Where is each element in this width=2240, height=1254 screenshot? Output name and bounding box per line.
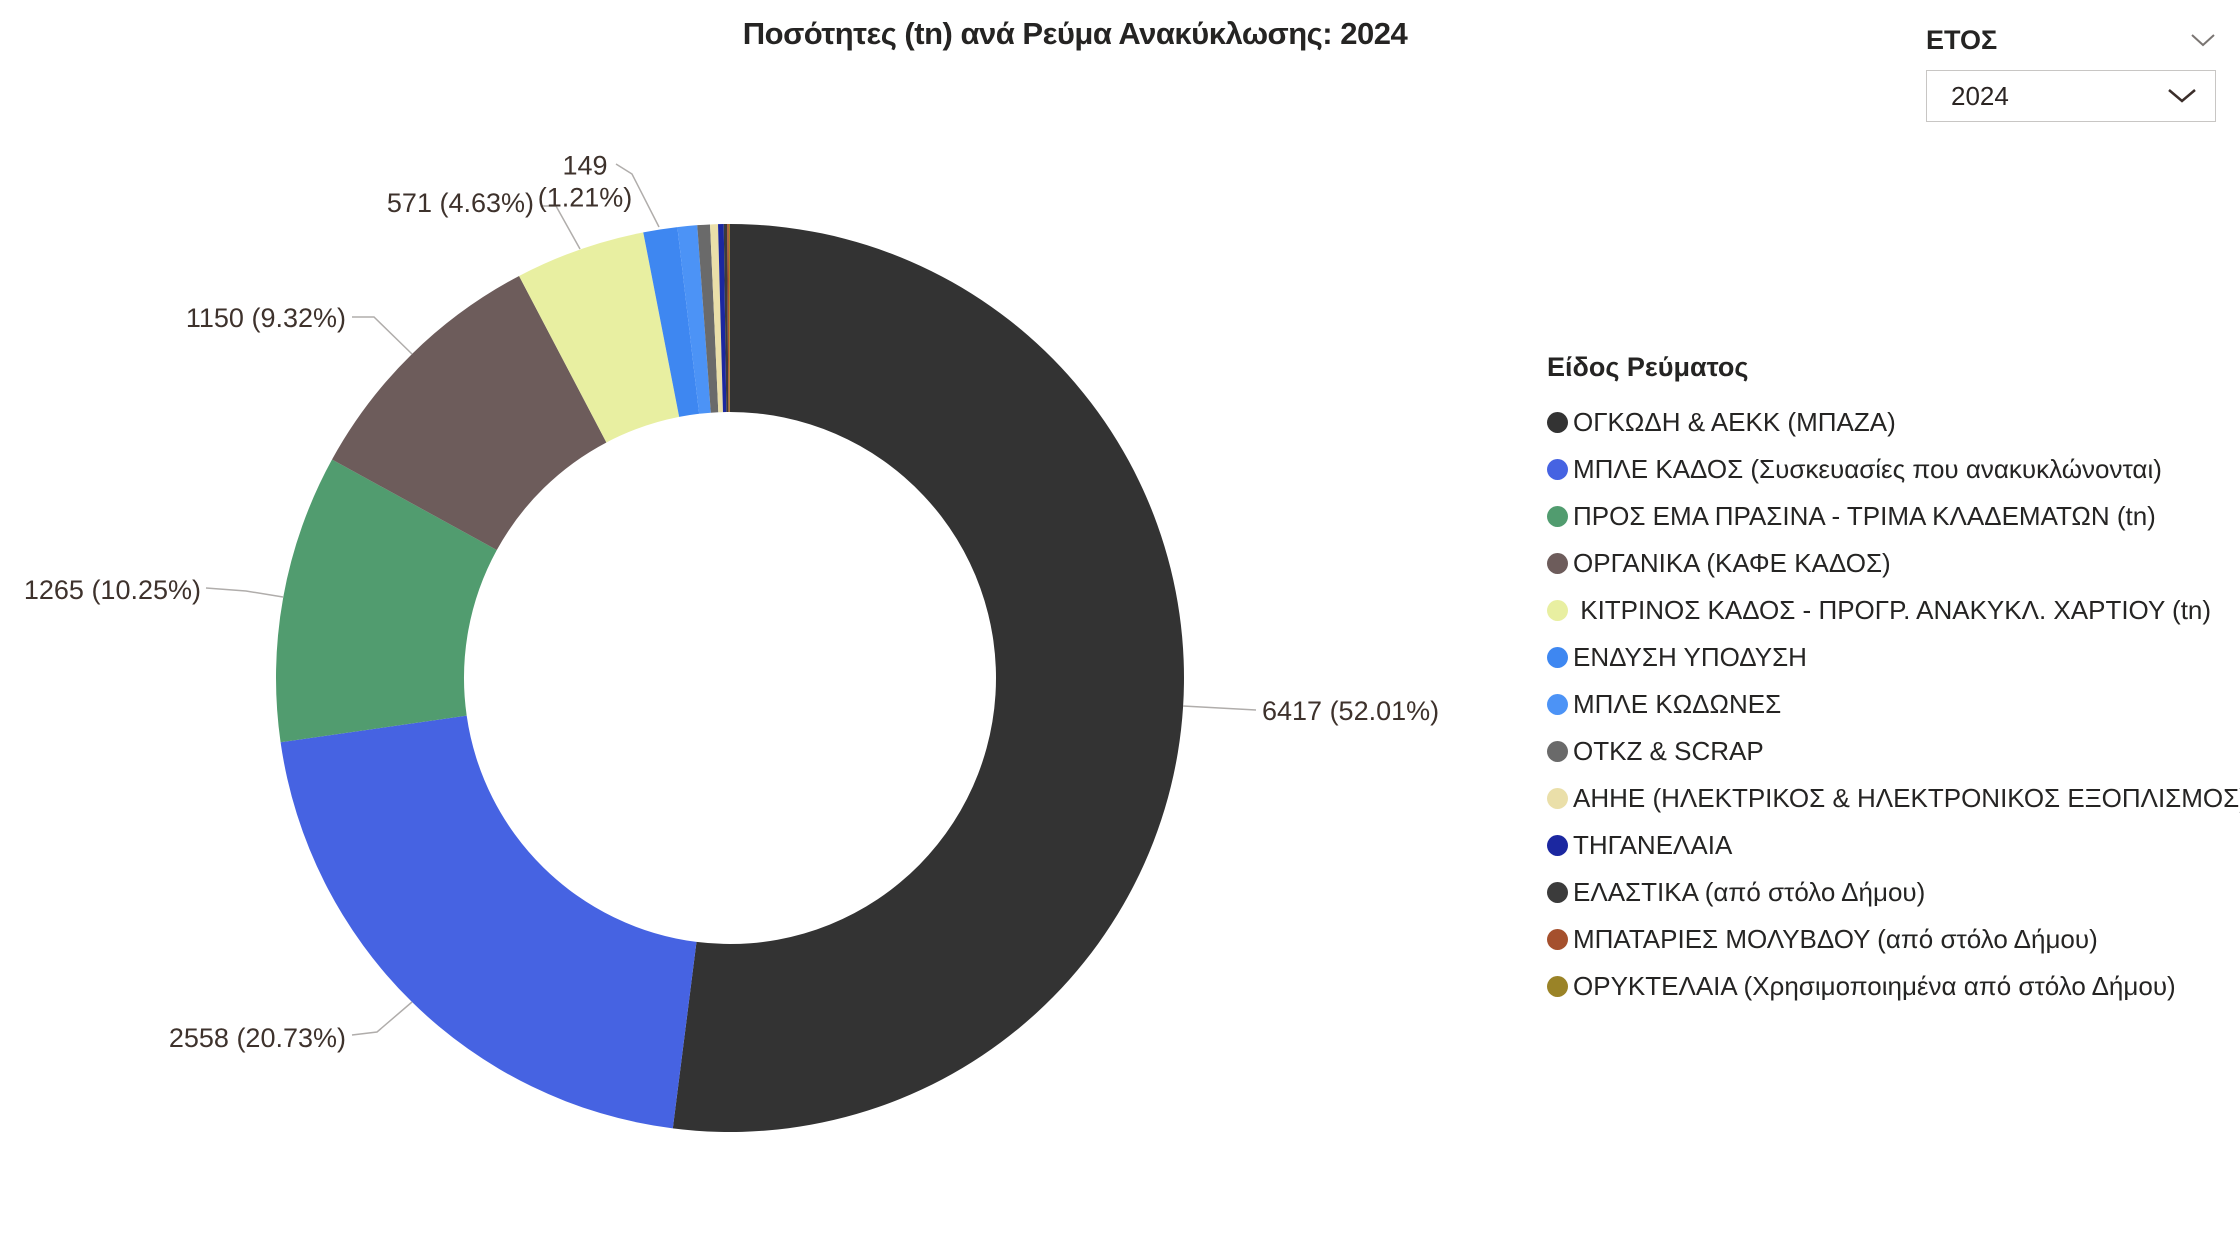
legend-item-3[interactable]: ΟΡΓΑΝΙΚΑ (ΚΑΦΕ ΚΑΔΟΣ) <box>1547 540 2240 587</box>
leader-line <box>541 205 581 250</box>
slicer-title: ΕΤΟΣ <box>1926 24 1998 55</box>
donut-slice-1[interactable] <box>280 715 697 1129</box>
legend-item-label: ΟΤΚΖ & SCRAP <box>1573 736 1764 766</box>
data-label-1: 2558 (20.73%) <box>168 1022 346 1053</box>
slicer-header-chevron-down-icon[interactable] <box>2190 33 2216 47</box>
leader-line <box>615 163 660 228</box>
legend-item-label: ΚΙΤΡΙΝΟΣ ΚΑΔΟΣ - ΠΡΟΓΡ. ΑΝΑΚΥΚΛ. ΧΑΡΤΙΟΥ… <box>1573 595 2212 625</box>
donut-slice-11[interactable] <box>727 224 730 413</box>
data-label-5: 149 (1.21%) <box>537 150 633 213</box>
legend-item-5[interactable]: ΕΝΔΥΣΗ ΥΠΟΔΥΣΗ <box>1547 634 2240 681</box>
legend-item-10[interactable]: ΕΛΑΣΤΙΚΑ (από στόλο Δήμου) <box>1547 869 2240 916</box>
donut-slices <box>276 224 1184 1132</box>
slicer-header: ΕΤΟΣ <box>1926 20 2216 60</box>
dropdown-chevron-down-icon <box>2168 89 2196 103</box>
data-label-2: 1265 (10.25%) <box>23 574 201 605</box>
legend-item-8[interactable]: ΑΗΗΕ (ΗΛΕΚΤΡΙΚΟΣ & ΗΛΕΚΤΡΟΝΙΚΟΣ ΕΞΟΠΛΙΣΜ… <box>1547 775 2240 822</box>
legend-item-label: ΜΠΑΤΑΡΙΕΣ ΜΟΛΥΒΔΟΥ (από στόλο Δήμου) <box>1573 924 2098 954</box>
legend-swatch-icon <box>1547 553 1568 574</box>
legend-item-label: ΜΠΛΕ ΚΑΔΟΣ (Συσκευασίες που ανακυκλώνοντ… <box>1573 454 2162 484</box>
legend-list: ΟΓΚΩΔΗ & ΑΕΚΚ (ΜΠΑΖΑ) ΜΠΛΕ ΚΑΔΟΣ (Συσκευα… <box>1547 399 2240 1010</box>
legend-swatch-icon <box>1547 506 1568 527</box>
legend-swatch-icon <box>1547 741 1568 762</box>
legend-swatch-icon <box>1547 788 1568 809</box>
legend-item-4[interactable]: ΚΙΤΡΙΝΟΣ ΚΑΔΟΣ - ΠΡΟΓΡ. ΑΝΑΚΥΚΛ. ΧΑΡΤΙΟΥ… <box>1547 587 2240 634</box>
legend-item-2[interactable]: ΠΡΟΣ ΕΜΑ ΠΡΑΣΙΝΑ - ΤΡΙΜΑ ΚΛΑΔΕΜΑΤΩΝ (tn) <box>1547 493 2240 540</box>
label-leader-lines <box>205 163 1257 1036</box>
donut-slice-10[interactable] <box>723 224 729 413</box>
legend-item-9[interactable]: ΤΗΓΑΝΕΛΑΙΑ <box>1547 822 2240 869</box>
donut-slice-8[interactable] <box>710 224 723 413</box>
leader-line <box>1182 705 1257 711</box>
legend-item-label: ΟΡΓΑΝΙΚΑ (ΚΑΦΕ ΚΑΔΟΣ) <box>1573 548 1891 578</box>
donut-slice-7[interactable] <box>697 224 719 413</box>
legend-item-1[interactable]: ΜΠΛΕ ΚΑΔΟΣ (Συσκευασίες που ανακυκλώνοντ… <box>1547 446 2240 493</box>
year-dropdown-value: 2024 <box>1951 80 2009 111</box>
legend-swatch-icon <box>1547 929 1568 950</box>
leader-line <box>351 1001 413 1036</box>
legend-item-label: ΠΡΟΣ ΕΜΑ ΠΡΑΣΙΝΑ - ΤΡΙΜΑ ΚΛΑΔΕΜΑΤΩΝ (tn) <box>1573 501 2156 531</box>
donut-slice-3[interactable] <box>332 275 607 550</box>
legend-item-label: ΕΝΔΥΣΗ ΥΠΟΔΥΣΗ <box>1573 642 1807 672</box>
legend-swatch-icon <box>1547 882 1568 903</box>
leader-line <box>352 316 413 355</box>
donut-slice-12[interactable] <box>728 224 730 413</box>
legend-title: Είδος Ρεύματος <box>1547 352 1749 382</box>
data-label-3: 1150 (9.32%) <box>185 302 346 333</box>
legend-swatch-icon <box>1547 976 1568 997</box>
legend-swatch-icon <box>1547 835 1568 856</box>
legend-item-12[interactable]: ΟΡΥΚΤΕΛΑΙΑ (Χρησιμοποιημένα από στόλο Δή… <box>1547 963 2240 1010</box>
legend-swatch-icon <box>1547 647 1568 668</box>
data-label-4: 571 (4.63%) <box>386 187 534 218</box>
donut-slice-0[interactable] <box>672 224 1184 1132</box>
legend-item-label: ΟΓΚΩΔΗ & ΑΕΚΚ (ΜΠΑΖΑ) <box>1573 407 1896 437</box>
legend: Είδος Ρεύματος ΟΓΚΩΔΗ & ΑΕΚΚ (ΜΠΑΖΑ) ΜΠΛΕ… <box>1547 352 2240 1010</box>
donut-slice-9[interactable] <box>718 224 727 413</box>
legend-item-7[interactable]: ΟΤΚΖ & SCRAP <box>1547 728 2240 775</box>
data-label-0: 6417 (52.01%) <box>1262 695 1440 726</box>
legend-swatch-icon <box>1547 412 1568 433</box>
donut-slice-6[interactable] <box>677 225 711 414</box>
donut-slice-4[interactable] <box>519 232 680 443</box>
legend-item-label: ΕΛΑΣΤΙΚΑ (από στόλο Δήμου) <box>1573 877 1926 907</box>
legend-item-label: ΟΡΥΚΤΕΛΑΙΑ (Χρησιμοποιημένα από στόλο Δή… <box>1573 971 2176 1001</box>
legend-swatch-icon <box>1547 600 1568 621</box>
chart-title: Ποσότητες (tn) ανά Ρεύμα Ανακύκλωσης: 20… <box>742 16 1408 51</box>
legend-item-label: ΜΠΛΕ ΚΩΔΩΝΕΣ <box>1573 689 1782 719</box>
legend-item-6[interactable]: ΜΠΛΕ ΚΩΔΩΝΕΣ <box>1547 681 2240 728</box>
legend-swatch-icon <box>1547 459 1568 480</box>
legend-item-label: ΤΗΓΑΝΕΛΑΙΑ <box>1573 830 1733 860</box>
donut-slice-5[interactable] <box>643 227 700 417</box>
donut-slice-2[interactable] <box>276 459 497 743</box>
legend-swatch-icon <box>1547 694 1568 715</box>
legend-item-0[interactable]: ΟΓΚΩΔΗ & ΑΕΚΚ (ΜΠΑΖΑ) <box>1547 399 2240 446</box>
year-slicer: ΕΤΟΣ 2024 <box>1926 20 2216 122</box>
legend-item-label: ΑΗΗΕ (ΗΛΕΚΤΡΙΚΟΣ & ΗΛΕΚΤΡΟΝΙΚΟΣ ΕΞΟΠΛΙΣΜ… <box>1573 783 2240 813</box>
year-dropdown[interactable]: 2024 <box>1926 70 2216 122</box>
legend-item-11[interactable]: ΜΠΑΤΑΡΙΕΣ ΜΟΛΥΒΔΟΥ (από στόλο Δήμου) <box>1547 916 2240 963</box>
leader-line <box>205 587 284 598</box>
